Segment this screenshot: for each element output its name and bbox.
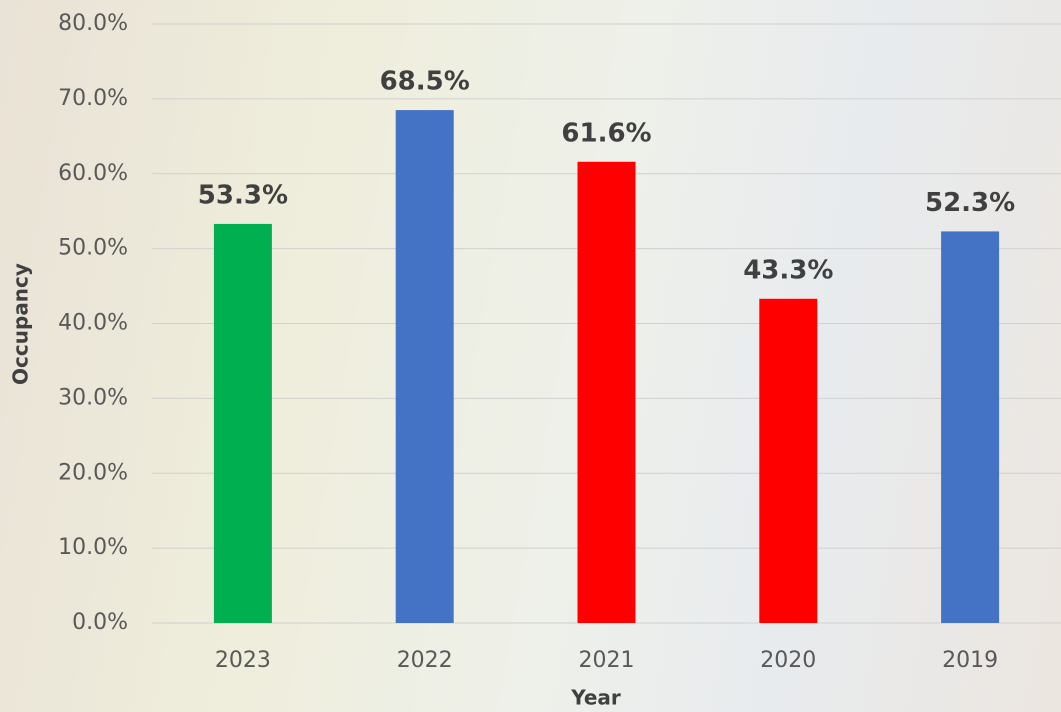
x-tick-label: 2019: [942, 648, 998, 673]
x-tick-label: 2023: [215, 648, 271, 673]
y-tick-label: 70.0%: [58, 86, 128, 111]
y-tick-label: 0.0%: [72, 610, 128, 635]
value-label: 53.3%: [198, 180, 288, 210]
bar: [578, 162, 636, 623]
bar: [759, 299, 817, 623]
bar: [396, 110, 454, 623]
y-tick-label: 30.0%: [58, 385, 128, 410]
y-tick-label: 20.0%: [58, 460, 128, 485]
chart: Year Occupancy 0.0% 10.0% 20.0% 30.0% 40.0% 5…: [0, 0, 1061, 712]
y-axis-label: Occupancy: [9, 263, 33, 385]
bar: [214, 224, 272, 623]
y-tick-label: 10.0%: [58, 535, 128, 560]
value-label: 43.3%: [743, 255, 833, 285]
x-axis-label: Year: [570, 686, 621, 710]
y-tick-label: 80.0%: [58, 11, 128, 36]
x-tick-label: 2021: [579, 648, 635, 673]
value-label: 68.5%: [380, 67, 470, 97]
y-tick-label: 50.0%: [58, 236, 128, 261]
x-tick-label: 2020: [760, 648, 816, 673]
x-tick-label: 2022: [397, 648, 453, 673]
y-tick-label: 60.0%: [58, 161, 128, 186]
value-label: 61.6%: [561, 118, 651, 148]
y-tick-label: 40.0%: [58, 311, 128, 336]
value-label: 52.3%: [925, 188, 1015, 218]
bar: [941, 231, 999, 623]
